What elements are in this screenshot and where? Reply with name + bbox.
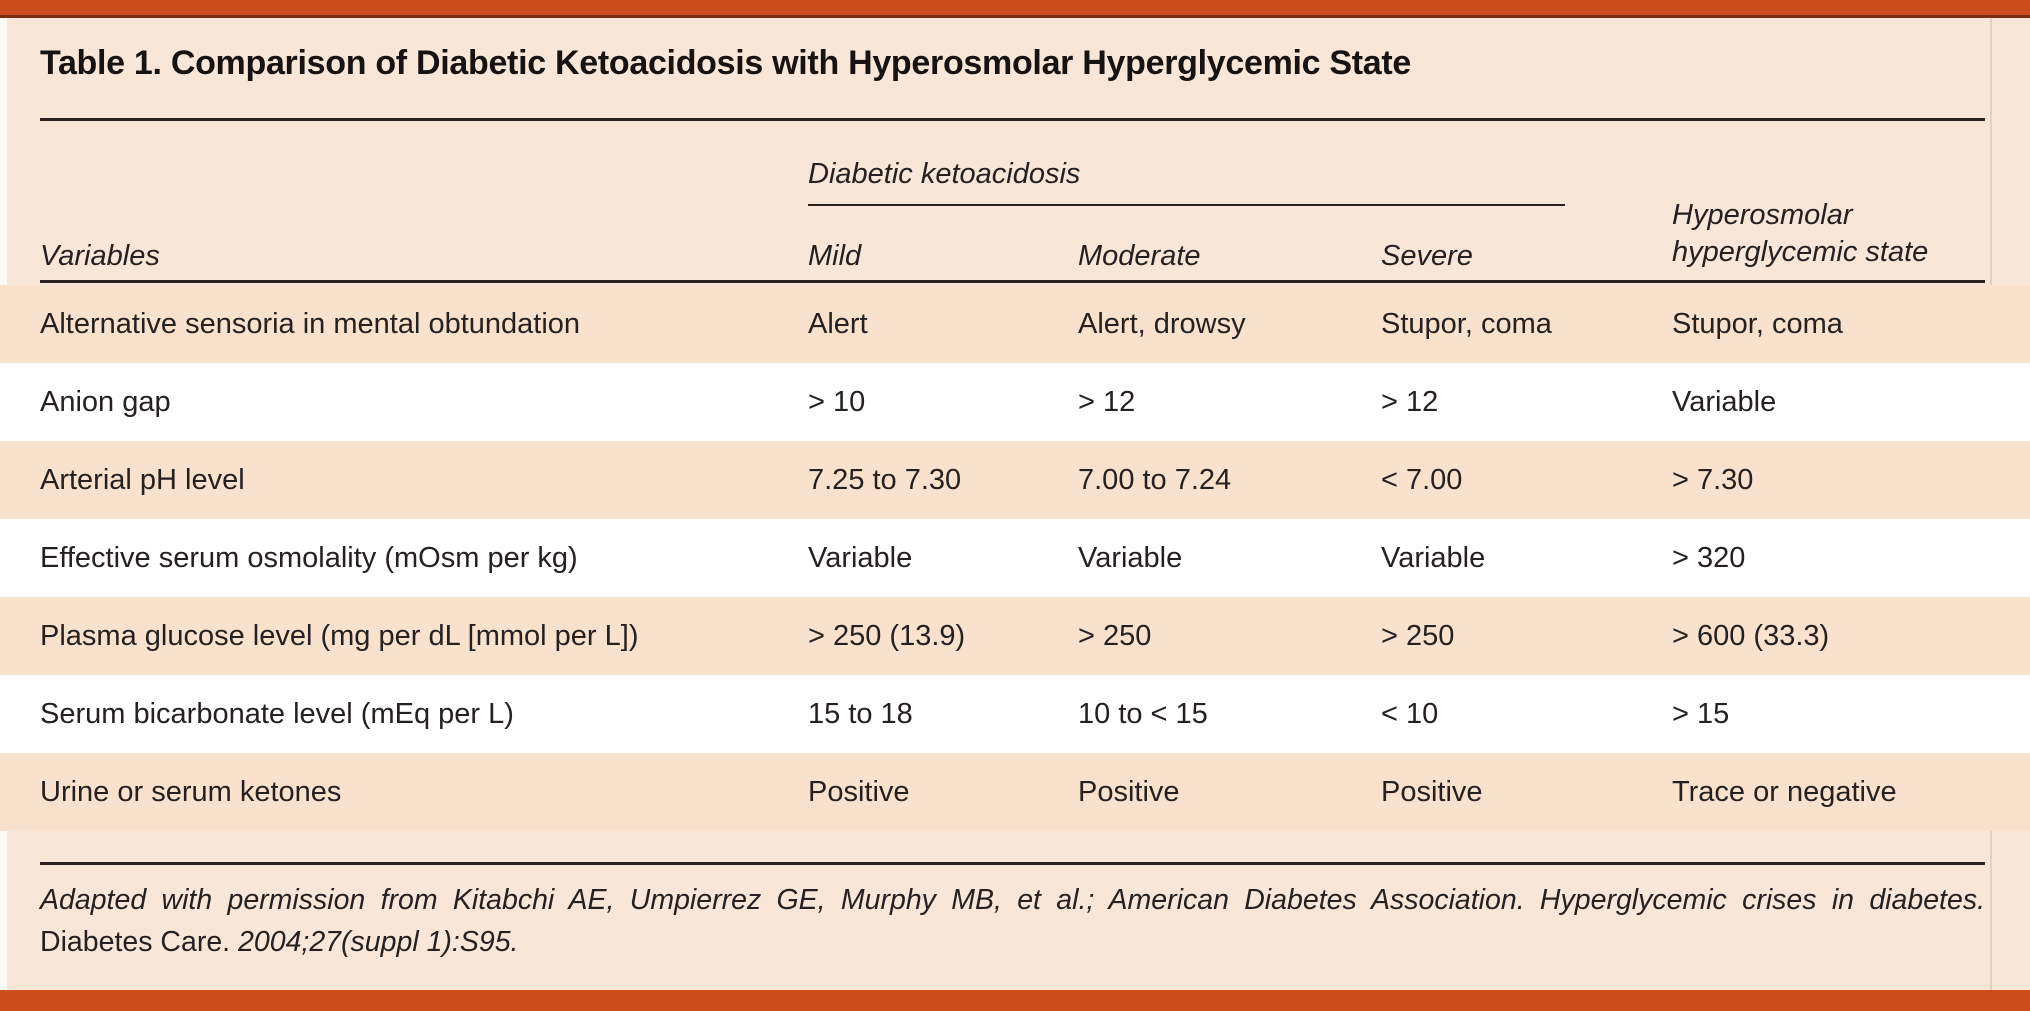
table-cell: > 600 (33.3) bbox=[1672, 619, 1830, 652]
divider-under-header bbox=[40, 280, 1985, 283]
table-cell: Serum bicarbonate level (mEq per L) bbox=[40, 697, 514, 730]
table-cell: Positive bbox=[1078, 775, 1180, 808]
table-cell: > 320 bbox=[1672, 541, 1746, 574]
divider-under-title bbox=[40, 118, 1985, 121]
table-cell: Urine or serum ketones bbox=[40, 775, 342, 808]
table-row: Alternative sensoria in mental obtundati… bbox=[0, 285, 2030, 363]
table-cell: > 15 bbox=[1672, 697, 1730, 730]
table-cell: Positive bbox=[1381, 775, 1483, 808]
footnote-journal-name: Diabetes Care. bbox=[40, 926, 231, 958]
footnote-line2: Diabetes Care. 2004;27(suppl 1):S95. bbox=[40, 926, 518, 959]
table-cell: 10 to < 15 bbox=[1078, 697, 1208, 730]
table-row: Anion gap > 10 > 12 > 12 Variable bbox=[0, 363, 2030, 441]
column-header-moderate: Moderate bbox=[1078, 240, 1201, 272]
table-cell: Alternative sensoria in mental obtundati… bbox=[40, 307, 581, 340]
bottom-accent-bar bbox=[0, 990, 2030, 1011]
table-cell: Alert, drowsy bbox=[1078, 307, 1246, 340]
table-cell: > 250 bbox=[1381, 619, 1455, 652]
table-row: Effective serum osmolality (mOsm per kg)… bbox=[0, 519, 2030, 597]
table-cell: Alert bbox=[808, 307, 868, 340]
column-header-severe: Severe bbox=[1381, 240, 1473, 272]
column-header-hhs-line2: hyperglycemic state bbox=[1672, 236, 1929, 268]
column-header-mild: Mild bbox=[808, 240, 862, 272]
table-cell: Variable bbox=[1381, 541, 1486, 574]
table-cell: < 10 bbox=[1381, 697, 1439, 730]
table-cell: Arterial pH level bbox=[40, 463, 245, 496]
footnote-citation: 2004;27(suppl 1):S95. bbox=[238, 926, 519, 958]
column-header-hhs-line1: Hyperosmolar bbox=[1672, 199, 1853, 231]
divider-above-footnote bbox=[40, 862, 1985, 865]
table-cell: > 12 bbox=[1078, 385, 1136, 418]
table-cell: Stupor, coma bbox=[1672, 307, 1843, 340]
table-cell: < 7.00 bbox=[1381, 463, 1463, 496]
table-cell: > 250 bbox=[1078, 619, 1152, 652]
table-cell: Variable bbox=[808, 541, 913, 574]
table-cell: > 10 bbox=[808, 385, 866, 418]
table-cell: Stupor, coma bbox=[1381, 307, 1552, 340]
top-accent-bar bbox=[0, 0, 2030, 18]
table-cell: Variable bbox=[1078, 541, 1183, 574]
table-row: Serum bicarbonate level (mEq per L) 15 t… bbox=[0, 675, 2030, 753]
table-cell: > 250 (13.9) bbox=[808, 619, 966, 652]
table-cell: > 7.30 bbox=[1672, 463, 1754, 496]
page-title: Table 1. Comparison of Diabetic Ketoacid… bbox=[40, 44, 1412, 82]
table-row: Arterial pH level 7.25 to 7.30 7.00 to 7… bbox=[0, 441, 2030, 519]
table-cell: Variable bbox=[1672, 385, 1777, 418]
column-header-variables: Variables bbox=[40, 240, 160, 272]
table-cell: Anion gap bbox=[40, 385, 171, 418]
column-group-underline bbox=[808, 204, 1565, 206]
table-row: Urine or serum ketones Positive Positive… bbox=[0, 753, 2030, 831]
table-cell: Plasma glucose level (mg per dL [mmol pe… bbox=[40, 619, 639, 652]
table-cell: 7.25 to 7.30 bbox=[808, 463, 962, 496]
table-cell: 15 to 18 bbox=[808, 697, 913, 730]
table-row: Plasma glucose level (mg per dL [mmol pe… bbox=[0, 597, 2030, 675]
table-cell: Positive bbox=[808, 775, 910, 808]
footnote-line1: Adapted with permission from Kitabchi AE… bbox=[40, 884, 1985, 916]
column-header-hhs: Hyperosmolar hyperglycemic state bbox=[1672, 197, 1928, 271]
table-cell: Effective serum osmolality (mOsm per kg) bbox=[40, 541, 578, 574]
table-cell: > 12 bbox=[1381, 385, 1439, 418]
column-group-header-dka: Diabetic ketoacidosis bbox=[808, 158, 1081, 190]
table-cell: 7.00 to 7.24 bbox=[1078, 463, 1232, 496]
table-cell: Trace or negative bbox=[1672, 775, 1897, 808]
